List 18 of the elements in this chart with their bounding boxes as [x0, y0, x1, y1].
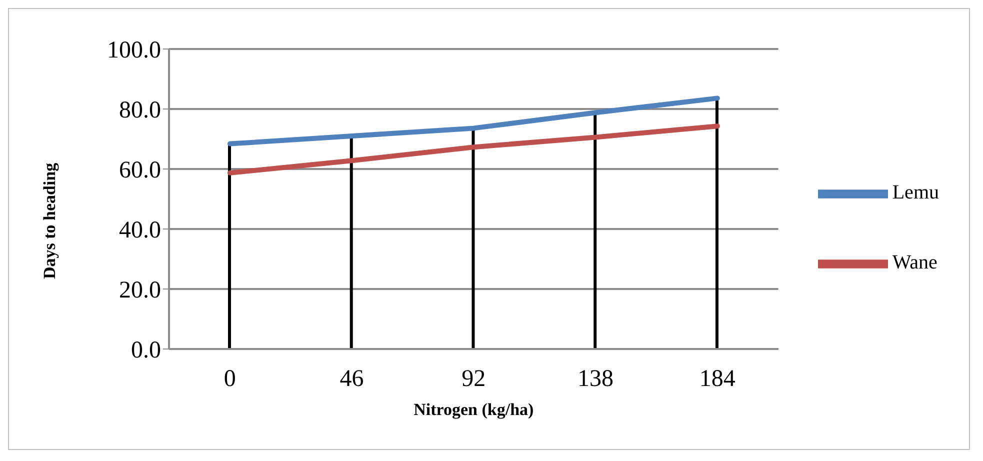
bar	[350, 136, 353, 349]
x-tick-label: 92	[462, 366, 486, 392]
x-tick-label: 138	[578, 366, 614, 392]
y-tick-label: 20.0	[119, 278, 161, 304]
x-tick-label: 184	[699, 366, 736, 392]
x-axis-title: Nitrogen (kg/ha)	[414, 400, 534, 419]
x-tick-label: 0	[224, 366, 236, 392]
y-tick-label: 40.0	[119, 218, 161, 244]
y-tick-label: 80.0	[119, 98, 161, 124]
legend-label: Lemu	[892, 182, 939, 204]
y-axis-title: Days to heading	[40, 162, 60, 279]
y-tick-label: 100.0	[107, 38, 161, 64]
bar	[228, 144, 231, 349]
y-tick-label: 60.0	[119, 158, 161, 184]
bar	[715, 98, 718, 349]
x-tick-label: 46	[340, 366, 364, 392]
y-tick-label: 0.0	[131, 338, 161, 364]
legend-label: Wane	[892, 252, 938, 274]
